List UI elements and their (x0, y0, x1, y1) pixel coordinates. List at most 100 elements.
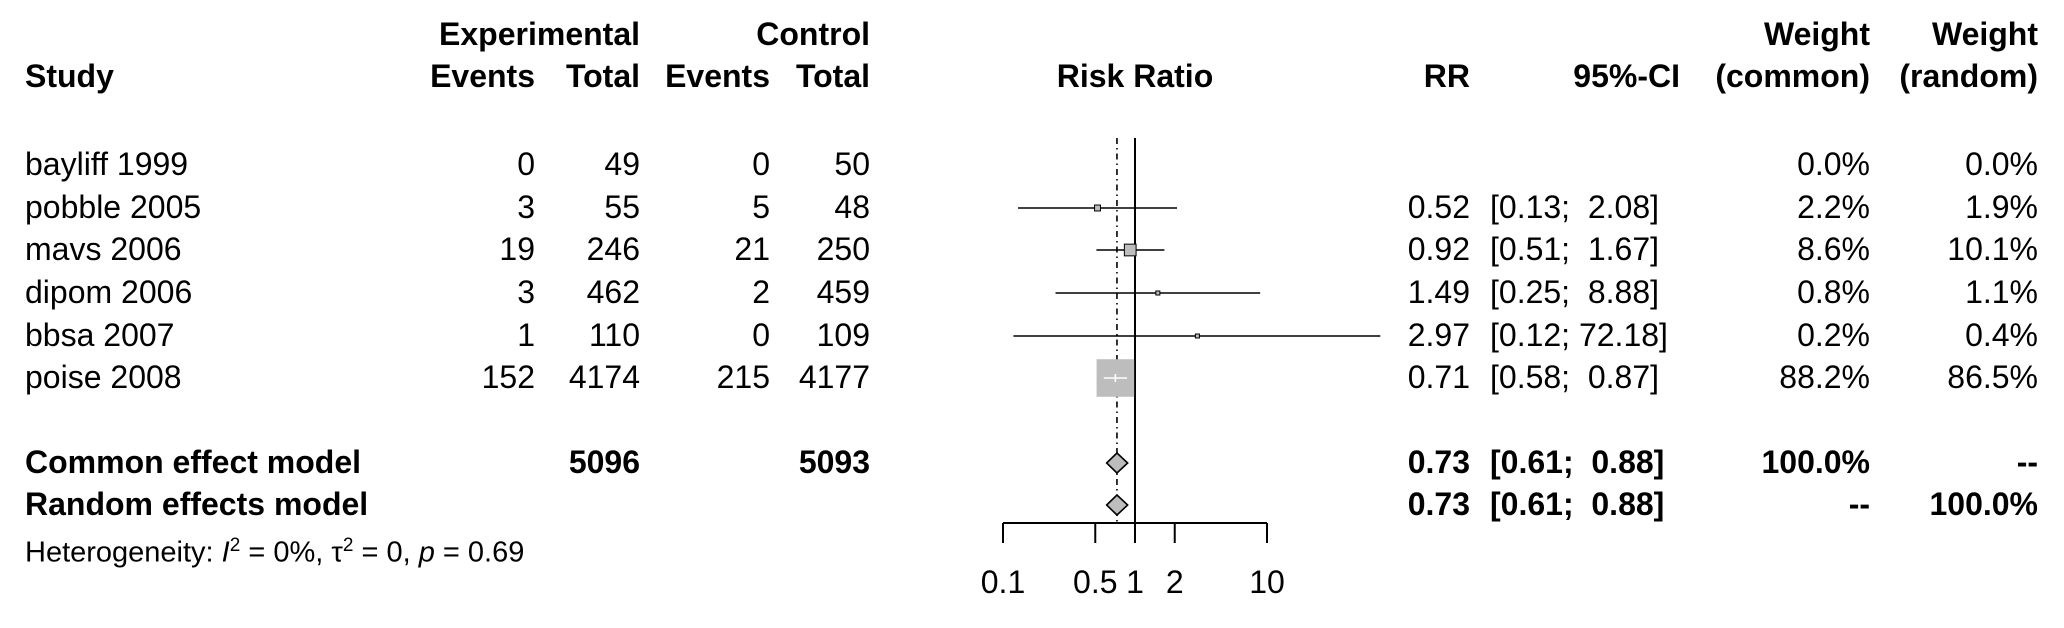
exp-total: 4174 (568, 359, 640, 395)
exp-events: 0 (517, 146, 535, 182)
weight-random: 0.0% (1965, 146, 2038, 182)
exp-events: 152 (481, 359, 535, 395)
weight-common: 2.2% (1797, 189, 1870, 225)
exp-events: 3 (517, 189, 535, 225)
x-tick-label: 0.1 (981, 564, 1025, 600)
random-rr: 0.73 (1407, 486, 1470, 522)
rr-value: 2.97 (1407, 317, 1470, 353)
exp-total-header: Total (565, 58, 640, 94)
i2-value: = 0%, (240, 536, 332, 569)
exp-events: 19 (499, 231, 535, 267)
study-name: pobble 2005 (25, 189, 202, 225)
experimental-header: Experimental (439, 16, 640, 52)
common-rr: 0.73 (1407, 444, 1470, 480)
weight-common: 88.2% (1779, 359, 1870, 395)
i2-symbol: I (221, 536, 230, 569)
ci-value: [0.12; 72.18] (1490, 317, 1668, 353)
weight-common-header: Weight (1763, 16, 1870, 52)
risk-ratio-header: Risk Ratio (1056, 58, 1214, 94)
common-model-label: Common effect model (25, 444, 362, 480)
weight-common: 0.2% (1797, 317, 1870, 353)
exp-total: 462 (586, 274, 640, 310)
control-header: Control (756, 16, 870, 52)
common-ctrl-total: 5093 (798, 444, 870, 480)
weight-random: 86.5% (1947, 359, 2038, 395)
weight-random-subheader: (random) (1899, 58, 2038, 94)
exp-total: 49 (604, 146, 640, 182)
study-name: bbsa 2007 (25, 317, 175, 353)
study-square (1094, 204, 1101, 212)
ctrl-events: 215 (716, 359, 770, 395)
tau-symbol: τ (331, 536, 343, 569)
ctrl-total: 250 (816, 231, 870, 267)
random-weight-random: 100.0% (1929, 486, 2038, 522)
i2-superscript: 2 (229, 535, 241, 556)
exp-total: 246 (586, 231, 640, 267)
rr-value: 0.92 (1407, 231, 1470, 267)
random-weight-common: -- (1848, 486, 1870, 522)
weight-common-subheader: (common) (1715, 58, 1870, 94)
ctrl-events-header: Events (665, 58, 770, 94)
weight-random: 1.1% (1965, 274, 2038, 310)
ci-value: [0.25; 8.88] (1490, 274, 1660, 310)
x-tick-label: 1 (1126, 564, 1144, 600)
ci-header: 95%-CI (1573, 58, 1680, 94)
x-tick-label: 2 (1166, 564, 1184, 600)
rr-value: 0.71 (1407, 359, 1470, 395)
x-tick-label: 10 (1249, 564, 1285, 600)
exp-total: 110 (588, 317, 640, 353)
ctrl-total: 48 (834, 189, 870, 225)
weight-common: 8.6% (1797, 231, 1870, 267)
weight-random: 1.9% (1965, 189, 2038, 225)
weight-random: 0.4% (1965, 317, 2038, 353)
heterogeneity-text: Heterogeneity: I2 = 0%, τ2 = 0, p = 0.69 (25, 528, 524, 571)
p-symbol: p (418, 536, 435, 569)
x-tick-label: 0.5 (1073, 564, 1117, 600)
weight-common: 0.8% (1797, 274, 1870, 310)
ci-value: [0.51; 1.67] (1490, 231, 1660, 267)
ci-value: [0.13; 2.08] (1490, 189, 1660, 225)
common-weight-random: -- (2016, 444, 2038, 480)
ci-value: [0.58; 0.87] (1490, 359, 1660, 395)
study-header: Study (25, 58, 114, 94)
ctrl-total: 459 (816, 274, 870, 310)
study-name: dipom 2006 (25, 274, 193, 310)
p-value: = 0.69 (434, 536, 525, 569)
study-square (1155, 290, 1161, 296)
heterogeneity-prefix: Heterogeneity: (25, 536, 222, 569)
study-square (1194, 333, 1200, 339)
pooled-diamond (1105, 493, 1129, 517)
exp-events: 1 (517, 317, 535, 353)
ctrl-total: 50 (834, 146, 870, 182)
random-model-label: Random effects model (25, 486, 369, 522)
common-weight-common: 100.0% (1761, 444, 1870, 480)
ctrl-events: 0 (752, 146, 770, 182)
common-ci: [0.61; 0.88] (1490, 444, 1665, 480)
exp-events-header: Events (430, 58, 535, 94)
ctrl-events: 5 (752, 189, 770, 225)
ctrl-events: 0 (752, 317, 770, 353)
pooled-diamond (1105, 451, 1129, 475)
rr-value: 0.52 (1407, 189, 1470, 225)
ctrl-total-header: Total (795, 58, 870, 94)
ctrl-events: 21 (734, 231, 770, 267)
weight-random: 10.1% (1947, 231, 2038, 267)
tau-superscript: 2 (342, 535, 354, 556)
common-exp-total: 5096 (568, 444, 640, 480)
ctrl-events: 2 (752, 274, 770, 310)
exp-events: 3 (517, 274, 535, 310)
study-name: mavs 2006 (25, 231, 182, 267)
tau-value: = 0, (353, 536, 419, 569)
study-square (1123, 243, 1137, 257)
exp-total: 55 (604, 189, 640, 225)
study-name: poise 2008 (25, 359, 182, 395)
ctrl-total: 4177 (798, 359, 870, 395)
rr-header: RR (1423, 58, 1470, 94)
study-name: bayliff 1999 (25, 146, 189, 182)
rr-value: 1.49 (1407, 274, 1470, 310)
weight-common: 0.0% (1797, 146, 1870, 182)
weight-random-header: Weight (1931, 16, 2038, 52)
ctrl-total: 109 (816, 317, 870, 353)
random-ci: [0.61; 0.88] (1490, 486, 1665, 522)
